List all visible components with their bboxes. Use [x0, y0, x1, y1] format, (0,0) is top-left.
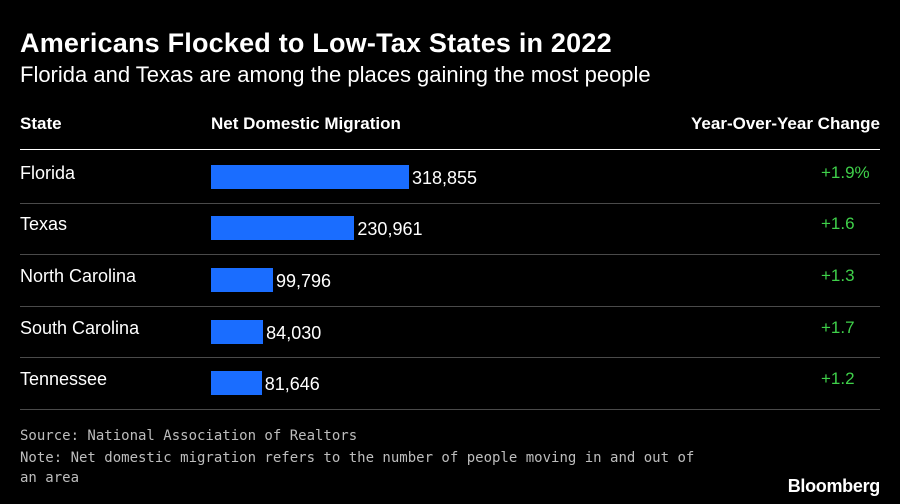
migration-bar: [211, 216, 355, 241]
yoy-change-value: +1.6: [821, 214, 855, 234]
migration-value-label: 84,030: [266, 322, 322, 343]
migration-value-label: 81,646: [264, 374, 320, 395]
footnote-line-2: an area: [20, 470, 80, 486]
migration-bar: [211, 371, 262, 396]
source-note: Source: National Association of Realtors: [20, 428, 358, 444]
row-divider: [20, 203, 880, 204]
row-divider: [20, 409, 880, 410]
migration-bar: [211, 164, 409, 189]
yoy-change-value: +1.7: [821, 317, 855, 337]
state-label: Tennessee: [20, 369, 108, 390]
row-divider: [20, 357, 880, 358]
yoy-change-value: +1.3: [821, 266, 855, 285]
yoy-change-value: +1.2: [821, 369, 855, 389]
migration-bar: [211, 268, 273, 292]
yoy-change-value: +1.9%: [821, 162, 870, 182]
chart-title: Americans Flocked to Low-Tax States in 2…: [20, 28, 612, 58]
state-label: Florida: [20, 162, 76, 183]
footnote-line-1: Note: Net domestic migration refers to t…: [20, 450, 695, 466]
migration-value-label: 99,796: [275, 271, 332, 291]
column-header-net-domestic-migration: Net Domestic Migration: [211, 114, 401, 133]
row-divider: [20, 306, 880, 307]
bloomberg-logo: Bloomberg: [787, 476, 881, 496]
column-header-state: State: [20, 114, 62, 133]
migration-value-label: 230,961: [357, 219, 423, 240]
state-label: South Carolina: [20, 317, 140, 338]
column-header-year-over-year-change: Year-Over-Year Change: [691, 114, 880, 133]
header-divider: [20, 149, 880, 150]
migration-value-label: 318,855: [412, 167, 478, 188]
state-label: Texas: [20, 214, 68, 235]
state-label: North Carolina: [20, 266, 137, 286]
migration-bar: [211, 319, 264, 344]
row-divider: [20, 254, 880, 255]
chart-subtitle: Florida and Texas are among the places g…: [20, 62, 651, 87]
